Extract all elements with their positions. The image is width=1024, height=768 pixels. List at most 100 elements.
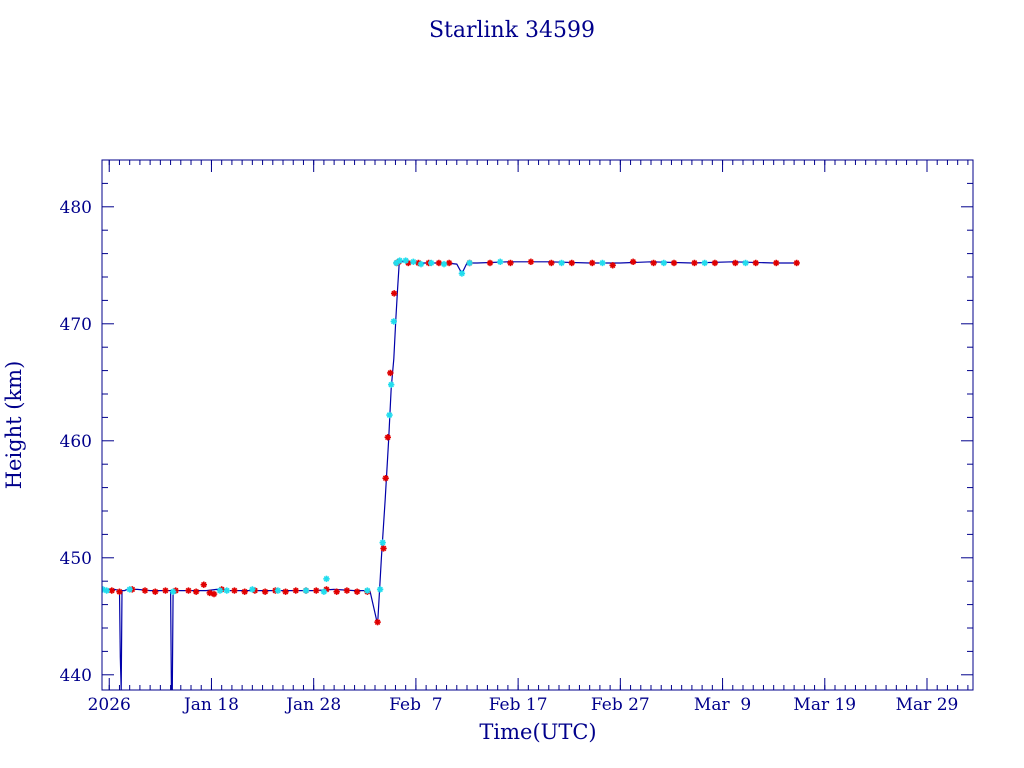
y-tick-label: 450 [60,549,92,569]
data-point-stroke [252,587,258,594]
data-point-stroke [691,260,698,266]
data-point [249,586,256,593]
data-point [103,587,110,594]
data-point-stroke [103,587,110,594]
x-tick-label: 2026 [88,695,131,715]
data-point-stroke [548,260,555,266]
data-point [390,290,398,297]
data-point-stroke [377,586,383,593]
data-point-stroke [487,260,493,266]
data-point [386,411,393,419]
data-point [374,618,381,626]
data-point [402,257,409,264]
data-point [169,588,177,595]
data-point-stroke [303,587,309,594]
data-point [609,262,616,269]
data-point [568,259,575,267]
data-point-stroke [386,412,393,418]
data-point [417,260,425,268]
data-point [320,588,328,595]
data-point-stroke [321,588,327,595]
data-point-stroke [193,588,199,595]
data-point-stroke [380,545,387,552]
data-point-stroke [418,261,424,267]
data-point-stroke [701,260,708,266]
height-line [102,261,800,690]
data-point-stroke [589,260,596,266]
data-point-stroke [313,587,320,594]
data-point [732,259,739,267]
data-point [793,259,800,267]
data-point [382,475,389,482]
data-point [752,259,759,267]
data-point [152,588,159,595]
data-point-stroke [102,586,106,592]
data-point-stroke [742,260,749,266]
x-tick-label: Feb 17 [489,695,548,715]
data-point-stroke [379,539,386,546]
data-point-stroke [712,260,718,266]
data-point [589,259,596,267]
data-point [435,259,443,267]
data-point [650,259,657,267]
axis-ticks: 440 450 460 470 480 2026 Jan 18 Jan 28 Feb 7 Feb … [60,159,973,715]
y-axis-label: Height (km) [2,361,26,490]
data-point [200,581,207,588]
x-tick-label: Mar 9 [694,695,751,715]
data-point-stroke [211,591,217,597]
plot-frame [101,159,974,691]
data-point-stroke [364,587,371,594]
data-point [670,259,678,267]
data-point-stroke [231,587,238,594]
data-point [274,587,282,594]
data-point-stroke [391,290,397,297]
data-point [773,259,780,267]
data-point-stroke [609,262,616,269]
data-point [387,381,395,388]
plot-area [102,257,800,690]
data-point [185,587,192,594]
data-point-stroke [374,619,381,625]
data-point [141,587,149,594]
y-tick-label: 470 [60,315,92,335]
y-tick-label: 440 [60,666,92,686]
data-point-stroke [396,257,403,264]
data-point [466,259,473,267]
data-point-stroke [752,260,759,266]
data-point-stroke [402,257,409,264]
data-point [701,259,708,267]
data-point-stroke [528,258,534,265]
data-point-stroke [390,318,397,325]
data-point [282,588,289,595]
data-point [302,587,310,594]
data-point-stroke [441,261,447,267]
data-point-stroke [354,588,360,595]
data-point [210,590,218,598]
data-point [660,259,667,267]
data-point-stroke [497,258,504,265]
data-point [323,575,330,583]
data-point-stroke [223,587,230,594]
data-point-stroke [507,260,514,266]
data-point [380,545,387,552]
data-point [261,588,269,595]
data-point-stroke [292,587,299,594]
data-point [629,258,637,265]
data-point-stroke [241,588,248,595]
data-point [292,587,299,594]
data-point [231,587,238,594]
data-point-stroke [282,588,289,595]
data-point-stroke [558,260,565,266]
data-point [333,588,340,595]
data-point-stroke [108,587,115,594]
data-point [387,369,394,377]
data-point [343,587,351,594]
data-point-stroke [650,260,657,266]
data-point [527,258,535,265]
data-point [116,588,123,595]
data-point [497,258,504,265]
data-point [711,259,719,267]
data-point-stroke [126,586,133,593]
data-point [162,587,169,594]
